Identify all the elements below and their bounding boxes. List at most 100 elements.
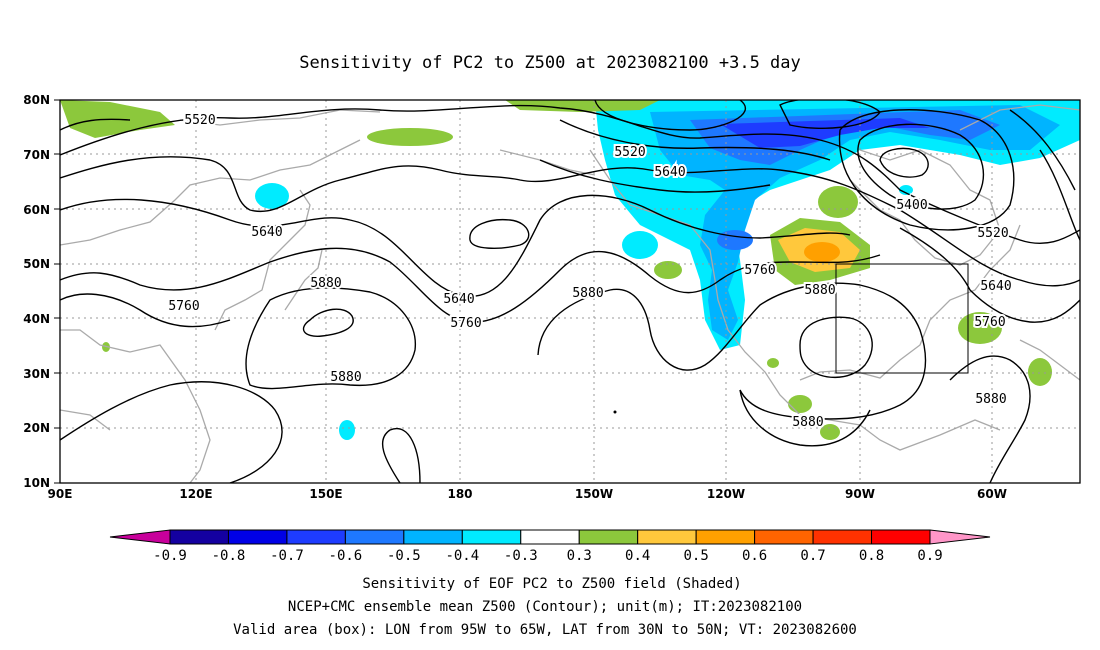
small-marker [613, 410, 617, 414]
lon-label: 150E [309, 487, 342, 501]
valid-area-box [835, 263, 969, 374]
coastlines [60, 104, 1080, 483]
sensitivity-shading [60, 100, 1080, 440]
lat-label: 80N [23, 93, 50, 107]
caption-line-3: Valid area (box): LON from 95W to 65W, L… [233, 622, 857, 638]
colorbar-tick-label: -0.4 [445, 548, 479, 564]
contour-polar [594, 100, 747, 131]
contour-5880 [537, 282, 927, 420]
contour-5520 [60, 104, 1080, 245]
contour-5520-loop [469, 218, 530, 249]
contour-5880-loop [302, 308, 354, 337]
colorbar-cell [812, 529, 873, 545]
colorbar-cell [109, 529, 171, 545]
positive-sensitivity-peak [804, 242, 840, 262]
contour-label: 5520 [184, 113, 215, 128]
colorbar-cell [578, 529, 639, 545]
lat-label: 20N [23, 421, 50, 435]
contour-label: 5880 [330, 370, 361, 385]
lon-label: 150W [575, 487, 613, 501]
contour-label: 5760 [744, 263, 775, 278]
caption-line-1: Sensitivity of EOF PC2 to Z500 field (Sh… [362, 576, 741, 592]
lat-label: 60N [23, 203, 50, 217]
lat-label: 10N [23, 476, 50, 490]
contour-label: 5400 [896, 198, 927, 213]
positive-sensitivity-area [958, 312, 1002, 344]
contour-label: 5760 [974, 315, 1005, 330]
contour-label: 5880 [310, 276, 341, 291]
contour-polar [779, 100, 881, 130]
contour-labels: 5520 5640 5760 5880 5640 5760 5880 5880 … [166, 111, 1013, 432]
contour-label: 5640 [980, 279, 1011, 294]
colorbar-tick-label: 0.8 [859, 548, 884, 564]
contour-label: 5880 [804, 283, 835, 298]
colorbar-cell [637, 529, 697, 545]
contour-label: 5520 [614, 145, 645, 160]
lon-label: 60W [977, 487, 1007, 501]
contour-5880 [60, 381, 283, 483]
negative-sensitivity-core [650, 105, 1060, 340]
contour-5880 [381, 427, 421, 483]
positive-sensitivity-area [654, 261, 682, 279]
colorbar-tick-label: 0.4 [625, 548, 650, 564]
colorbar-tick-label: 0.5 [684, 548, 709, 564]
latitude-labels: 80N 70N 60N 50N 40N 30N 20N 10N [23, 93, 50, 490]
contour-label: 5640 [654, 165, 685, 180]
lon-label: 120E [179, 487, 212, 501]
latitude-ticks [54, 99, 60, 484]
colorbar-tick-label: 0.6 [742, 548, 767, 564]
contour-5640 [60, 156, 1080, 287]
contour-label: 5880 [792, 415, 823, 430]
negative-sensitivity-spot [622, 231, 658, 259]
contour-5880-east [949, 355, 1031, 483]
z500-contours [60, 100, 1080, 483]
colorbar-cell [461, 529, 522, 545]
contour-5820 [60, 293, 231, 328]
negative-sensitivity-peak [720, 118, 930, 148]
colorbar-tick-label: -0.9 [153, 548, 187, 564]
contour-eastedge [1009, 109, 1076, 191]
positive-sensitivity-area [767, 358, 779, 368]
longitude-labels: 90E 120E 150E 180 150W 120W 90W 60W [48, 487, 1007, 501]
negative-sensitivity-spot [717, 230, 753, 250]
contour-5580 [539, 159, 771, 193]
lat-label: 70N [23, 148, 50, 162]
lat-label: 40N [23, 312, 50, 326]
contour-5400-loop [879, 147, 929, 178]
colorbar-cell [403, 529, 463, 545]
colorbar: -0.9 -0.8 -0.7 -0.6 -0.5 -0.4 -0.3 0.3 0.4 0.5 0.6… [109, 529, 991, 564]
negative-sensitivity-spot [255, 183, 289, 209]
colorbar-tick-label: -0.5 [387, 548, 421, 564]
contour-5760 [60, 247, 881, 323]
lon-label: 90E [48, 487, 73, 501]
grid-lines [60, 100, 1080, 483]
contour-gulf [739, 389, 871, 447]
contour-5880-loop [799, 316, 873, 378]
contour-label: 5640 [443, 292, 474, 307]
colorbar-cell [169, 529, 229, 545]
contour-eastedge [1039, 149, 1080, 241]
positive-sensitivity-area [1028, 358, 1052, 386]
colorbar-cell [344, 529, 405, 545]
positive-sensitivity-area [505, 100, 660, 112]
colorbar-tick-label: -0.6 [329, 548, 363, 564]
colorbar-tick-label: -0.7 [270, 548, 304, 564]
contour-5640 [60, 194, 851, 298]
colorbar-tick-label: -0.3 [504, 548, 538, 564]
positive-sensitivity-area [367, 128, 453, 146]
contour-label: 5880 [975, 392, 1006, 407]
colorbar-cell [286, 529, 346, 545]
caption: Sensitivity of EOF PC2 to Z500 field (Sh… [233, 576, 857, 638]
map-panel: 5520 5640 5760 5880 5640 5760 5880 5880 … [23, 93, 1081, 501]
contour-label: 5760 [168, 299, 199, 314]
contour-label: 5520 [977, 226, 1008, 241]
positive-sensitivity-area [818, 186, 858, 218]
colorbar-cell [929, 529, 991, 545]
colorbar-cell [871, 529, 931, 545]
colorbar-tick-label: 0.7 [800, 548, 825, 564]
map-frame [59, 99, 1081, 484]
contour-5460 [838, 109, 1015, 231]
colorbar-tick-label: -0.8 [212, 548, 246, 564]
contour-label: 5760 [450, 316, 481, 331]
